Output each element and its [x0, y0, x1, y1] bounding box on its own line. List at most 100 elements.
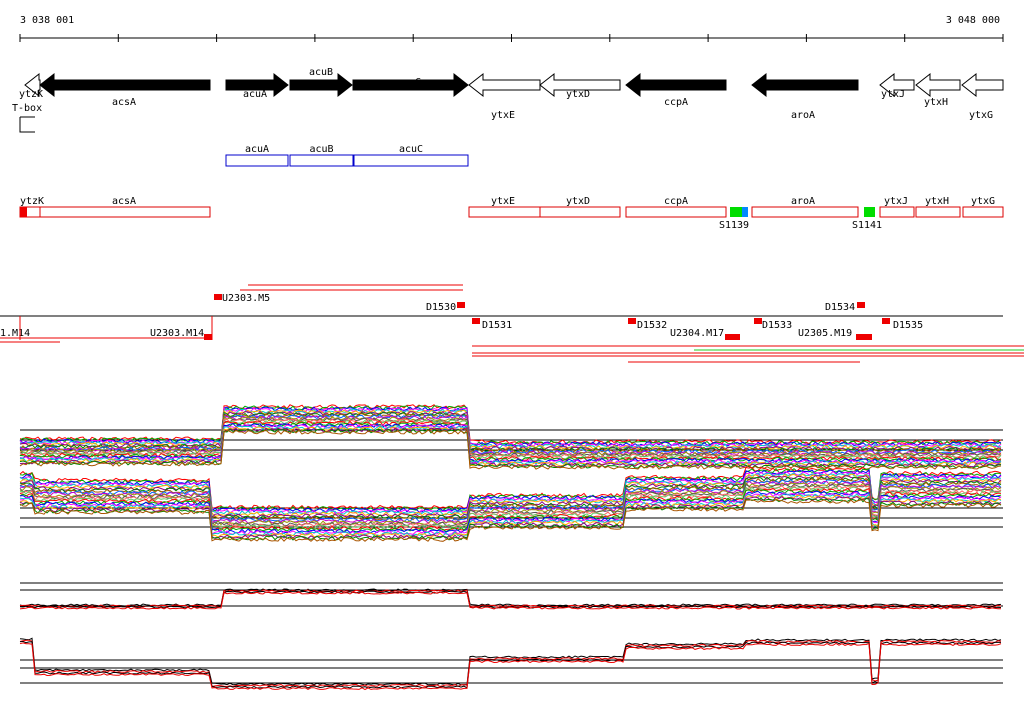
probe-label: D1531 — [482, 320, 512, 331]
trace — [19, 476, 1002, 520]
tbox-label: T-box — [12, 103, 42, 114]
probe-mark — [857, 302, 865, 308]
trace — [19, 637, 1002, 686]
operon-label: acuA — [245, 144, 269, 155]
trace — [19, 639, 1002, 688]
annotation-box — [39, 206, 211, 218]
gene-arrow — [225, 72, 289, 98]
gene-label: ytxG — [969, 110, 993, 121]
probe-mark — [472, 318, 480, 324]
probe-mark — [204, 334, 212, 340]
annotation-box — [751, 206, 859, 218]
trace — [19, 468, 1002, 513]
probe-label: U2305.M19 — [798, 328, 852, 339]
site-box — [864, 207, 875, 217]
gene-label: ytxJ — [881, 89, 905, 100]
trace — [19, 588, 1002, 607]
probe-mark — [725, 334, 733, 340]
annotation-label: ytxJ — [884, 196, 908, 207]
operon-box — [353, 154, 469, 167]
annotation-label: ytxG — [971, 196, 995, 207]
gene-arrow — [625, 72, 727, 98]
trace — [19, 404, 1002, 445]
gene-arrow — [915, 72, 961, 98]
gene-arrow — [289, 72, 353, 98]
gene-arrow — [352, 72, 469, 98]
gene-label: ytzK — [19, 89, 43, 100]
annotation-label: ytzK — [20, 196, 44, 207]
probe-mark — [214, 294, 222, 300]
annotation-label: ytxD — [566, 196, 590, 207]
trace — [19, 489, 1002, 533]
gene-arrow — [539, 72, 621, 98]
gene-label: ytxH — [924, 97, 948, 108]
probe-mark — [864, 334, 872, 340]
probe-label: U2303.M5 — [222, 293, 270, 304]
probe-label: D1535 — [893, 320, 923, 331]
probe-mark — [732, 334, 740, 340]
annotation-label: acsA — [112, 196, 136, 207]
ruler-start: 3 038 001 — [20, 15, 74, 26]
trace — [19, 640, 1001, 689]
operon-box — [289, 154, 354, 167]
ruler-end: 3 048 000 — [946, 15, 1000, 26]
gene-arrow — [751, 72, 859, 98]
gene-label: acsA — [112, 97, 136, 108]
probe-mark — [457, 302, 465, 308]
gene-label: acuC — [397, 77, 421, 88]
site-label: S1139 — [719, 220, 749, 231]
probe-mark — [882, 318, 890, 324]
annotation-box — [962, 206, 1004, 218]
annotation-box — [539, 206, 621, 218]
probe-label: D1534 — [825, 302, 855, 313]
gene-label: acuB — [309, 67, 333, 78]
annotation-label: ytxH — [925, 196, 949, 207]
trace — [19, 429, 1002, 470]
probe-mark — [754, 318, 762, 324]
gene-arrow — [879, 72, 915, 98]
trace — [19, 405, 1002, 446]
trace — [19, 497, 1002, 541]
site-box — [730, 207, 742, 217]
gene-arrow — [468, 72, 541, 98]
annotation-label: aroA — [791, 196, 815, 207]
tbox-mark — [19, 116, 35, 133]
trace — [19, 420, 1002, 462]
trace — [19, 498, 1002, 543]
site-label: S1141 — [852, 220, 882, 231]
annotation-label: ytxE — [491, 196, 515, 207]
trace — [19, 487, 1002, 531]
gene-arrow — [39, 72, 211, 98]
annotation-label: ccpA — [664, 196, 688, 207]
annotation-box — [879, 206, 915, 218]
trace — [19, 410, 1002, 451]
trace — [19, 408, 1002, 449]
gene-label: ccpA — [664, 97, 688, 108]
probe-mark — [628, 318, 636, 324]
trace — [19, 490, 1002, 534]
trace — [19, 419, 1002, 460]
trace — [19, 591, 1002, 610]
gene-label: acuA — [243, 89, 267, 100]
gene-label: aroA — [791, 110, 815, 121]
probe-label: D1530 — [426, 302, 456, 313]
gene-arrow — [24, 72, 41, 98]
probe-label: D1533 — [762, 320, 792, 331]
trace — [19, 472, 1001, 516]
trace — [19, 483, 1002, 527]
trace — [20, 491, 1002, 535]
annotation-box — [625, 206, 727, 218]
trace — [19, 426, 1002, 467]
trace — [19, 413, 1002, 454]
probe-label: 1.M14 — [0, 328, 30, 339]
probe-label: U2304.M17 — [670, 328, 724, 339]
probe-label: D1532 — [637, 320, 667, 331]
trace — [19, 407, 1002, 448]
gene-label: ytxE — [491, 110, 515, 121]
trace — [19, 475, 1002, 519]
probe-mark — [856, 334, 864, 340]
trace — [19, 494, 1002, 538]
gene-label: ytxD — [566, 89, 590, 100]
site-box — [742, 207, 748, 217]
operon-label: acuB — [309, 144, 333, 155]
